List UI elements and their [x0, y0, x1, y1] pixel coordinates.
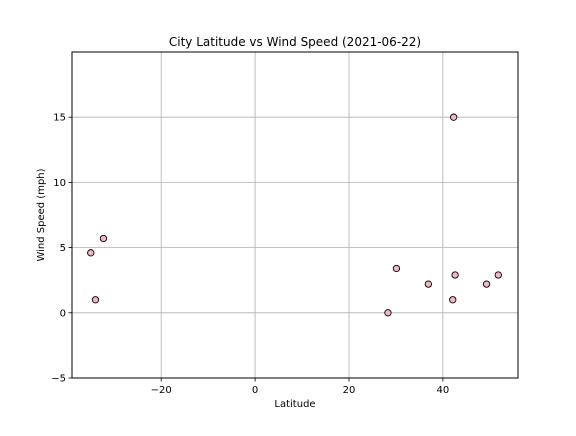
plot-frame — [71, 51, 519, 379]
scatter-point — [494, 271, 502, 279]
scatter-point — [424, 280, 432, 288]
x-axis-label: Latitude — [274, 399, 315, 410]
y-tick-label: 5 — [60, 243, 66, 254]
y-tick-label: 15 — [53, 113, 66, 124]
x-tick-label: 20 — [343, 385, 356, 396]
scatter-point — [482, 280, 491, 288]
axis-ticks: −20 0 20 40 −5 0 5 10 15 — [51, 113, 449, 396]
data-points — [87, 113, 502, 317]
y-axis-label: Wind Speed (mph) — [36, 168, 47, 261]
scatter-point — [451, 271, 459, 279]
y-tick-label: 0 — [60, 308, 66, 319]
scatter-point — [99, 234, 108, 243]
scatter-point — [392, 264, 401, 273]
scatter-point — [91, 296, 100, 304]
x-tick-label: −20 — [151, 385, 172, 396]
x-tick-label: 40 — [437, 385, 450, 396]
y-tick-label: −5 — [51, 374, 66, 385]
y-tick-label: 10 — [53, 178, 66, 189]
x-tick-label: 0 — [252, 385, 258, 396]
scatter-point — [450, 113, 458, 121]
scatter-point — [87, 249, 95, 257]
chart-title: City Latitude vs Wind Speed (2021-06-22) — [169, 35, 421, 49]
scatter-point — [384, 309, 392, 317]
scatter-point — [449, 296, 457, 304]
